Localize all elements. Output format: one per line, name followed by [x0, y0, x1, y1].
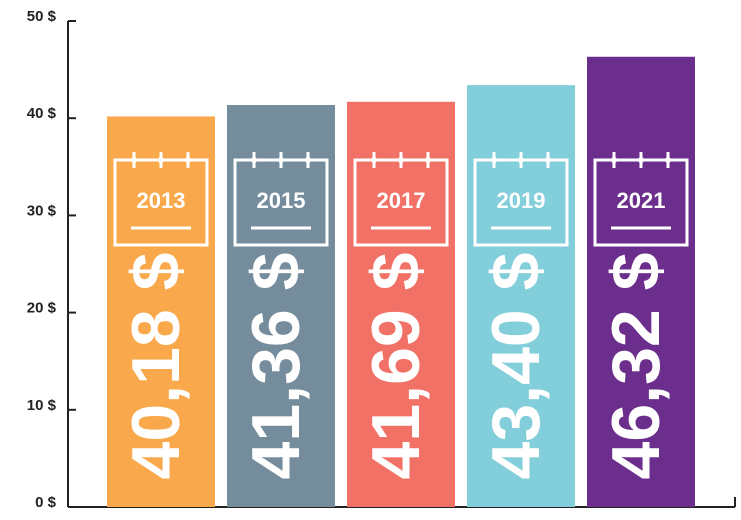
calendar-ring-dot: [278, 157, 284, 163]
calendar-ring-dot: [545, 157, 551, 163]
calendar-ring-dot: [398, 157, 404, 163]
year-label: 2017: [377, 188, 426, 213]
bar: [107, 116, 215, 507]
calendar-ring-dot: [425, 157, 431, 163]
bar: [347, 101, 455, 508]
calendar-ring-dot: [131, 157, 137, 163]
y-tick-label: 50 $: [27, 8, 57, 25]
calendar-ring-dot: [185, 157, 191, 163]
value-label: 46,32 $: [598, 253, 674, 480]
y-tick-label: 0 $: [35, 494, 57, 511]
calendar-ring-dot: [251, 157, 257, 163]
calendar-ring-dot: [518, 157, 524, 163]
value-label: 40,18 $: [118, 253, 194, 480]
calendar-ring-dot: [638, 157, 644, 163]
value-label: 41,69 $: [358, 253, 434, 480]
bar: [587, 56, 695, 508]
calendar-ring-dot: [305, 157, 311, 163]
y-tick-label: 30 $: [27, 202, 57, 219]
calendar-ring-dot: [491, 157, 497, 163]
y-tick-label: 20 $: [27, 300, 57, 317]
value-label: 43,40 $: [478, 253, 554, 480]
calendar-ring-dot: [611, 157, 617, 163]
value-label: 41,36 $: [238, 253, 314, 480]
y-tick-label: 40 $: [27, 105, 57, 122]
year-label: 2013: [137, 188, 186, 213]
year-label: 2019: [497, 188, 546, 213]
calendar-ring-dot: [158, 157, 164, 163]
calendar-ring-dot: [665, 157, 671, 163]
year-label: 2015: [257, 188, 306, 213]
y-tick-label: 10 $: [27, 397, 57, 414]
calendar-ring-dot: [371, 157, 377, 163]
bar: [227, 104, 335, 507]
year-label: 2021: [617, 188, 666, 213]
